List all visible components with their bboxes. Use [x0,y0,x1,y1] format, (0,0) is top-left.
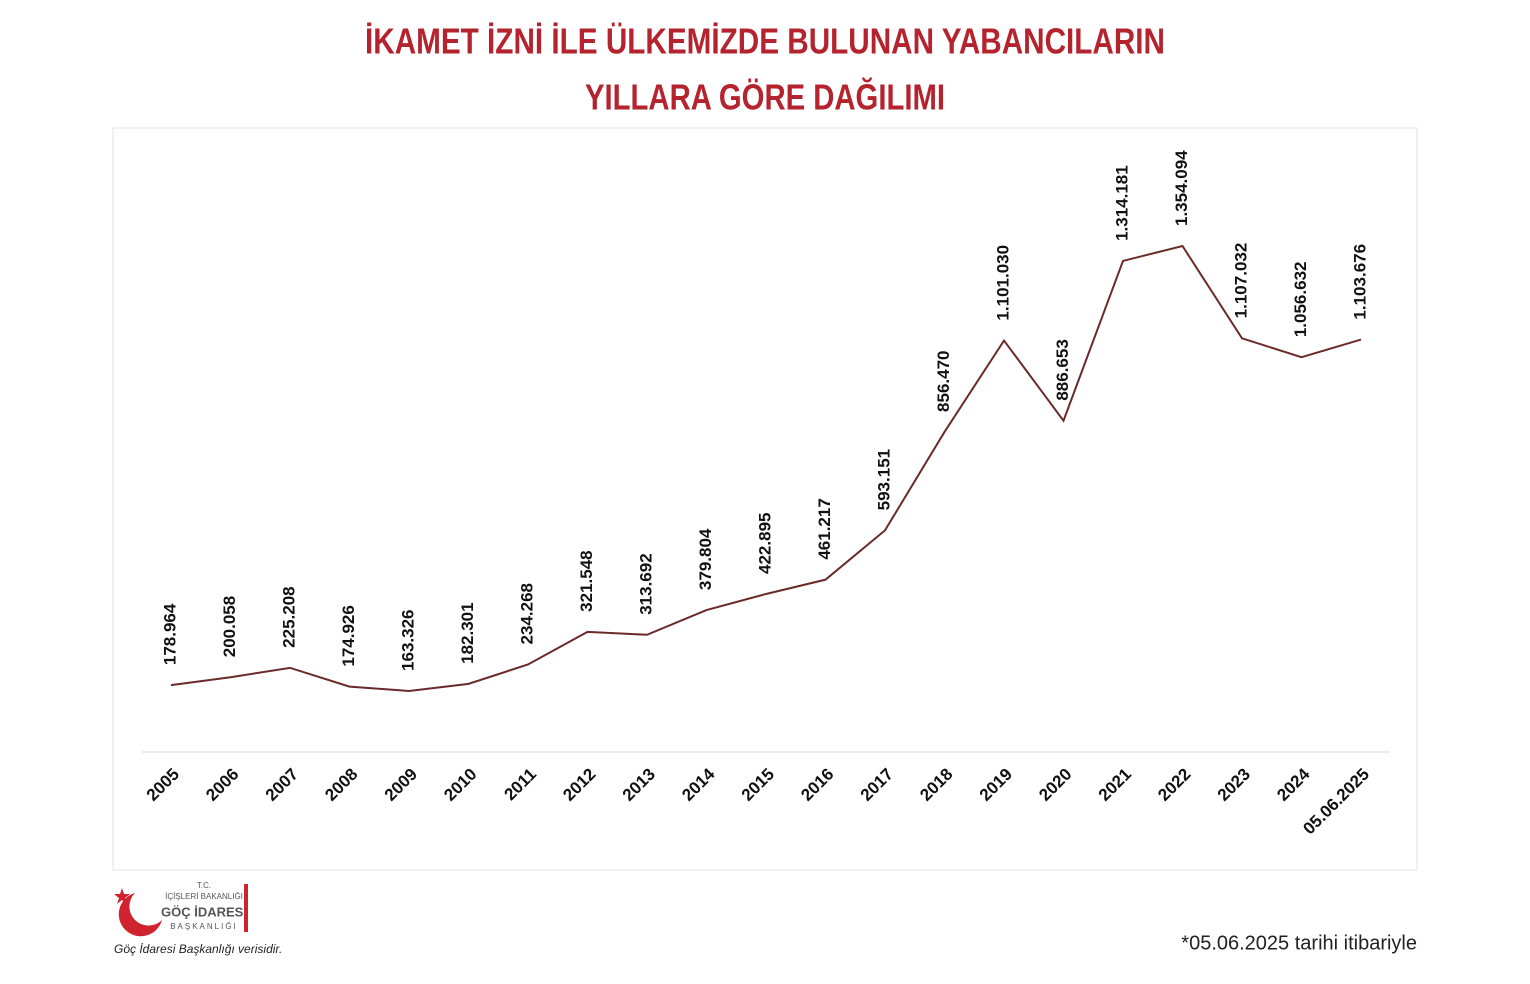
data-label: 1.056.632 [1291,262,1310,338]
data-label: 379.804 [696,528,715,590]
data-label: 163.326 [398,610,417,671]
data-label: 313.692 [636,553,655,614]
data-label: 1.101.030 [993,245,1012,321]
data-label: 174.926 [339,605,358,666]
footnote: *05.06.2025 tarihi itibariyle [1181,932,1417,954]
logo-star [114,888,130,904]
data-label: 1.107.032 [1231,243,1250,319]
logo-bar [244,884,248,932]
source-note: Göç İdaresi Başkanlığı verisidir. [114,942,282,956]
logo: T.C. İÇİŞLERİ BAKANLIĞI GÖÇ İDARESİ BAŞK… [114,881,248,937]
logo-crescent [118,893,162,937]
logo-text: BAŞKANLIĞI [170,922,238,931]
data-label: 225.208 [279,586,298,647]
data-label: 321.548 [577,550,596,611]
data-label: 422.895 [755,513,774,574]
logo-text: İÇİŞLERİ BAKANLIĞI [165,892,243,901]
data-label: 886.653 [1053,339,1072,400]
data-label: 200.058 [220,596,239,657]
data-label: 593.151 [874,449,893,510]
data-label: 1.314.181 [1112,165,1131,241]
data-label: 461.217 [815,498,834,559]
logo-text: T.C. [197,881,211,890]
data-label: 178.964 [160,603,179,665]
plot-frame [112,127,1418,871]
chart-title: İKAMET İZNİ İLE ÜLKEMİZDE BULUNAN YABANC… [365,21,1165,62]
data-label: 1.103.676 [1350,244,1369,320]
data-label: 856.470 [934,350,953,411]
logo-text: GÖÇ İDARESİ [161,904,247,919]
data-label: 234.268 [517,583,536,644]
data-label: 1.354.094 [1172,150,1191,226]
chart-title: YILLARA GÖRE DAĞILIMI [585,77,945,118]
data-label: 182.301 [458,602,477,663]
line [170,244,1362,692]
